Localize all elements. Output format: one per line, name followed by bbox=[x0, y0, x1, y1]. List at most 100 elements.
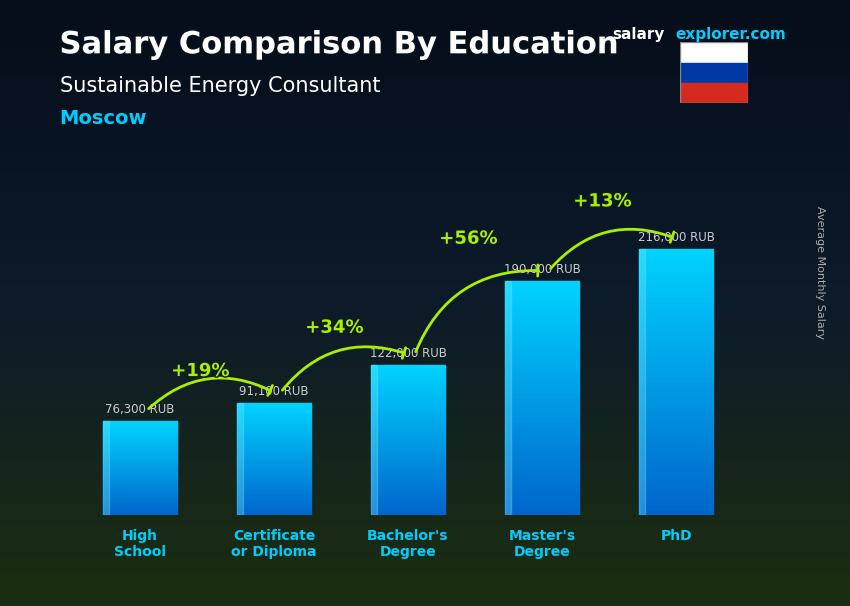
Bar bbox=[505, 393, 579, 398]
Bar bbox=[237, 435, 311, 436]
Bar bbox=[103, 493, 177, 494]
Bar bbox=[639, 393, 713, 398]
Bar bbox=[639, 483, 713, 488]
Bar bbox=[237, 403, 311, 405]
Text: Sustainable Energy Consultant: Sustainable Energy Consultant bbox=[60, 76, 380, 96]
Bar bbox=[103, 445, 177, 447]
Bar bbox=[237, 497, 311, 499]
Bar bbox=[371, 425, 445, 428]
Bar bbox=[639, 324, 713, 329]
Bar bbox=[639, 260, 713, 265]
Bar bbox=[371, 398, 445, 401]
Bar bbox=[103, 431, 177, 433]
Bar bbox=[103, 502, 177, 504]
Bar bbox=[639, 350, 713, 356]
Bar bbox=[371, 506, 445, 509]
Bar bbox=[639, 287, 713, 291]
Bar bbox=[237, 508, 311, 511]
Bar bbox=[371, 416, 445, 419]
Bar bbox=[639, 510, 713, 515]
Bar bbox=[505, 417, 579, 422]
Bar bbox=[103, 459, 177, 461]
Bar bbox=[505, 450, 579, 454]
Bar bbox=[639, 345, 713, 350]
Bar bbox=[371, 473, 445, 476]
Bar bbox=[639, 467, 713, 473]
Bar bbox=[639, 414, 713, 419]
Bar bbox=[371, 488, 445, 491]
Bar bbox=[371, 485, 445, 488]
Bar bbox=[639, 255, 713, 260]
Bar bbox=[103, 461, 177, 462]
Bar bbox=[639, 335, 713, 339]
Bar bbox=[103, 433, 177, 435]
Bar bbox=[505, 370, 579, 375]
Bar bbox=[639, 329, 713, 335]
Bar bbox=[371, 392, 445, 395]
Text: Moscow: Moscow bbox=[60, 109, 147, 128]
Bar bbox=[639, 499, 713, 504]
Bar bbox=[237, 502, 311, 504]
Bar bbox=[639, 398, 713, 404]
Bar bbox=[639, 308, 713, 313]
Bar bbox=[103, 457, 177, 459]
Bar bbox=[371, 446, 445, 449]
Bar bbox=[371, 449, 445, 452]
Bar bbox=[505, 342, 579, 347]
Bar bbox=[103, 479, 177, 481]
Bar bbox=[103, 489, 177, 491]
Bar bbox=[371, 380, 445, 383]
Text: 190,000 RUB: 190,000 RUB bbox=[504, 263, 581, 276]
Bar bbox=[371, 368, 445, 371]
Bar bbox=[639, 302, 713, 308]
Bar bbox=[505, 281, 579, 286]
Bar bbox=[371, 395, 445, 398]
Bar bbox=[103, 450, 177, 451]
Bar bbox=[680, 83, 748, 103]
Bar bbox=[371, 491, 445, 494]
Bar bbox=[371, 419, 445, 422]
Bar bbox=[237, 457, 311, 459]
Bar bbox=[639, 313, 713, 318]
Bar bbox=[237, 444, 311, 445]
Bar bbox=[237, 414, 311, 416]
Bar bbox=[103, 427, 177, 428]
Bar bbox=[639, 371, 713, 377]
Bar bbox=[505, 379, 579, 384]
Bar bbox=[371, 434, 445, 437]
Bar bbox=[371, 365, 377, 515]
Bar bbox=[237, 425, 311, 428]
Bar bbox=[639, 473, 713, 478]
Bar bbox=[237, 410, 311, 412]
Bar bbox=[103, 483, 177, 485]
Bar bbox=[505, 482, 579, 487]
Bar bbox=[237, 405, 311, 407]
Bar bbox=[237, 459, 311, 461]
Bar bbox=[237, 464, 311, 466]
Bar bbox=[639, 382, 713, 387]
Bar bbox=[237, 488, 311, 490]
Bar bbox=[237, 428, 311, 430]
Bar bbox=[505, 338, 579, 342]
Bar bbox=[371, 455, 445, 458]
Bar bbox=[237, 468, 311, 470]
Bar bbox=[639, 430, 713, 435]
Bar bbox=[505, 459, 579, 464]
Bar bbox=[103, 508, 177, 510]
Bar bbox=[103, 476, 177, 478]
Bar bbox=[371, 494, 445, 497]
Bar bbox=[639, 281, 713, 287]
Bar bbox=[237, 473, 311, 474]
Bar bbox=[505, 286, 579, 291]
Text: +34%: +34% bbox=[305, 319, 363, 337]
Bar bbox=[103, 504, 177, 506]
Bar bbox=[505, 478, 579, 482]
Bar bbox=[505, 473, 579, 478]
Bar bbox=[237, 430, 311, 432]
Text: 76,300 RUB: 76,300 RUB bbox=[105, 403, 174, 416]
Bar bbox=[639, 425, 713, 430]
Bar bbox=[505, 441, 579, 445]
Bar bbox=[505, 324, 579, 328]
Bar bbox=[505, 403, 579, 407]
Bar bbox=[505, 281, 511, 515]
